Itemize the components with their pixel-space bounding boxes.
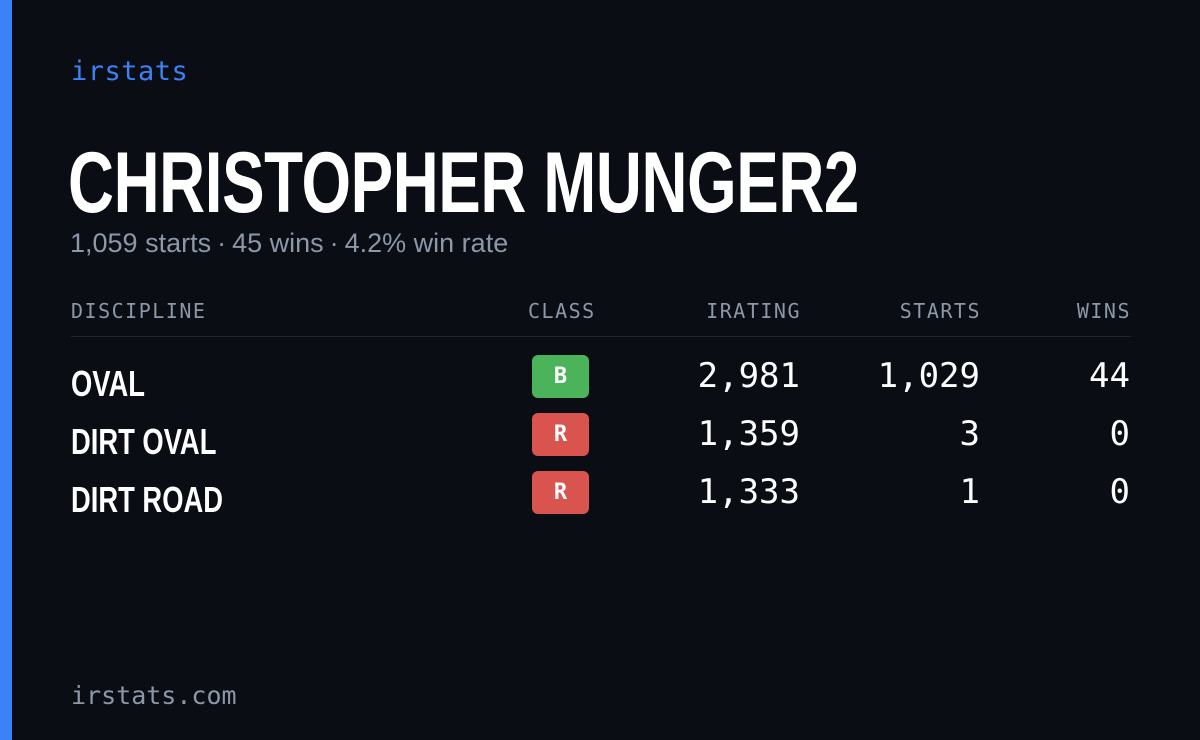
wins-value: 0 (1109, 472, 1130, 512)
header-class: CLASS (528, 299, 596, 323)
table-row: DIRT ROAD R 1,333 1 0 (71, 469, 1131, 527)
summary-separator: · (329, 228, 339, 258)
discipline-name: DIRT ROAD (71, 479, 223, 520)
starts-value: 3 (959, 414, 980, 454)
irating-value: 1,359 (697, 414, 800, 454)
table-row: OVAL B 2,981 1,029 44 (71, 353, 1131, 411)
summary-win-rate: 4.2% win rate (344, 228, 509, 258)
class-badge: R (532, 471, 589, 514)
license-table: DISCIPLINE CLASS IRATING STARTS WINS OVA… (71, 296, 1131, 527)
summary-wins: 45 wins (232, 228, 324, 258)
irating-value: 2,981 (697, 356, 800, 396)
starts-value: 1 (959, 472, 980, 512)
header-irating: IRATING (706, 299, 801, 323)
driver-summary: 1,059 starts · 45 wins · 4.2% win rate (70, 228, 508, 259)
class-badge: R (532, 413, 589, 456)
table-body: OVAL B 2,981 1,029 44 DIRT OVAL R 1,359 … (71, 337, 1131, 527)
table-header: DISCIPLINE CLASS IRATING STARTS WINS (71, 296, 1131, 337)
footer-site[interactable]: irstats.com (71, 681, 237, 710)
discipline-name: DIRT OVAL (71, 421, 217, 462)
irating-value: 1,333 (697, 472, 800, 512)
summary-starts: 1,059 starts (70, 228, 212, 258)
accent-bar (0, 0, 12, 740)
table-row: DIRT OVAL R 1,359 3 0 (71, 411, 1131, 469)
header-discipline: DISCIPLINE (71, 299, 207, 323)
header-wins: WINS (1076, 299, 1131, 323)
brand-logo: irstats (71, 56, 189, 87)
starts-value: 1,029 (877, 356, 980, 396)
wins-value: 44 (1089, 356, 1130, 396)
discipline-name: OVAL (71, 363, 145, 404)
wins-value: 0 (1109, 414, 1130, 454)
header-starts: STARTS (899, 299, 981, 323)
summary-separator: · (217, 228, 227, 258)
class-badge: B (532, 355, 589, 398)
driver-name: CHRISTOPHER MUNGER2 (68, 135, 859, 231)
